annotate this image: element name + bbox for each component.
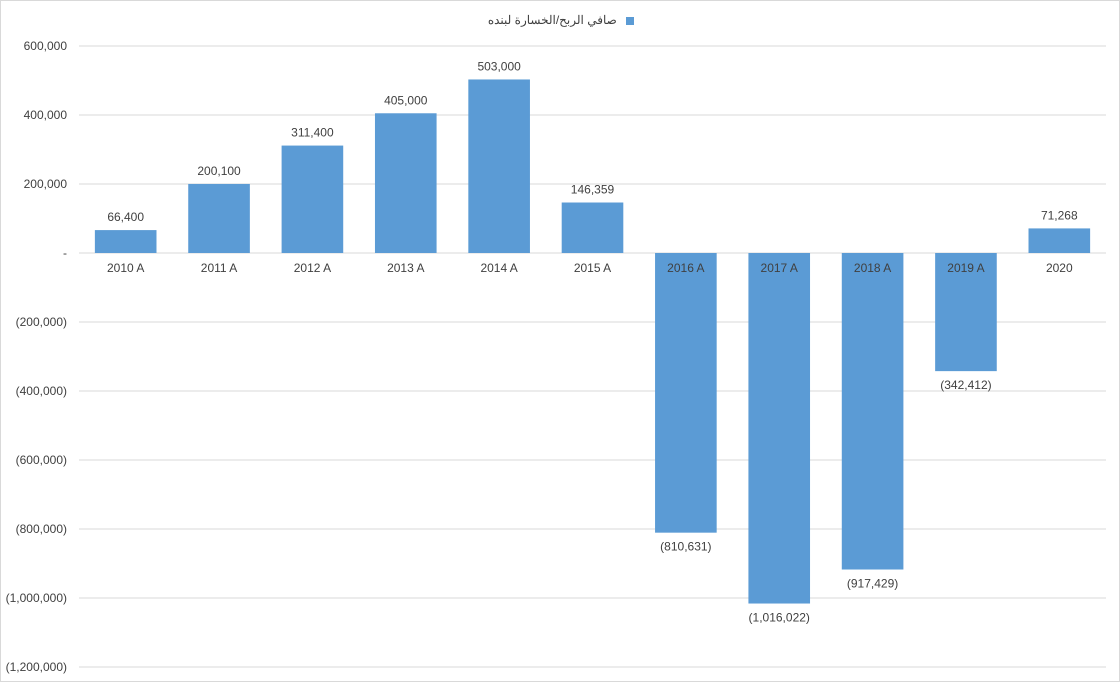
bar [935, 253, 997, 372]
y-tick-label: 600,000 [24, 39, 68, 53]
y-tick-label: (600,000) [16, 453, 67, 467]
data-label: (1,016,022) [749, 611, 810, 625]
data-label: 71,268 [1041, 208, 1078, 222]
y-tick-label: - [63, 246, 67, 260]
data-label: 200,100 [197, 164, 241, 178]
x-tick-label: 2019 A [947, 261, 984, 275]
bar [655, 253, 717, 533]
data-label: 311,400 [291, 126, 334, 140]
legend-label: صافي الربح/الخسارة لبنده [487, 13, 617, 27]
data-label: 146,359 [571, 183, 615, 197]
data-label: (917,429) [847, 577, 898, 591]
x-tick-label: 2012 A [294, 261, 331, 275]
x-tick-label: 2016 A [667, 261, 704, 275]
bar [188, 183, 250, 253]
bar [1028, 228, 1091, 253]
legend-swatch [626, 16, 635, 25]
x-tick-label: 2010 A [107, 261, 144, 275]
bar [748, 253, 811, 604]
data-label: 405,000 [384, 93, 428, 107]
bar [94, 230, 157, 253]
y-tick-label: (1,000,000) [6, 591, 67, 605]
x-tick-label: 2013 A [387, 261, 424, 275]
x-tick-label: 2018 A [854, 261, 891, 275]
bar [374, 113, 437, 254]
x-tick-label: 2017 A [761, 261, 798, 275]
x-tick-label: 2011 A [201, 261, 237, 275]
y-tick-label: (400,000) [16, 384, 67, 398]
legend: صافي الربح/الخسارة لبنده [1, 13, 1120, 27]
data-label: (342,412) [940, 378, 991, 392]
y-tick-label: (200,000) [16, 315, 67, 329]
x-tick-label: 2020 [1046, 261, 1073, 275]
bar [561, 202, 624, 253]
y-tick-label: (800,000) [16, 522, 67, 536]
x-tick-label: 2014 A [480, 261, 517, 275]
y-tick-label: 200,000 [24, 177, 68, 191]
data-label: 66,400 [107, 210, 144, 224]
bar [841, 253, 904, 570]
bar [468, 79, 530, 253]
bar [281, 145, 344, 253]
x-tick-label: 2015 A [574, 261, 611, 275]
data-label: 503,000 [477, 59, 521, 73]
y-tick-label: 400,000 [24, 108, 68, 122]
y-tick-label: (1,200,000) [6, 660, 67, 674]
data-label: (810,631) [660, 540, 711, 554]
